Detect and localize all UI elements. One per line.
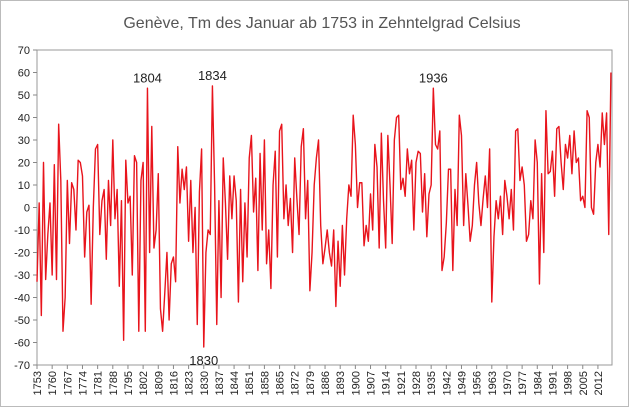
x-tick-label: 1970 bbox=[502, 371, 514, 395]
x-tick-label: 1851 bbox=[244, 371, 256, 395]
series-line bbox=[36, 72, 612, 348]
x-tick-label: 1788 bbox=[108, 371, 120, 395]
y-tick-label: -30 bbox=[14, 270, 30, 282]
x-tick-label: 1823 bbox=[184, 371, 196, 395]
x-tick-label: 1809 bbox=[153, 371, 165, 395]
x-tick-label: 1753 bbox=[32, 371, 44, 395]
x-tick-label: 1914 bbox=[381, 371, 393, 395]
x-tick-label: 1956 bbox=[472, 371, 484, 395]
x-tick-label: 1781 bbox=[93, 371, 105, 395]
y-tick-label: 10 bbox=[18, 180, 30, 192]
x-tick-label: 1949 bbox=[456, 371, 468, 395]
x-tick-label: 1935 bbox=[426, 371, 438, 395]
y-tick-label: 60 bbox=[18, 68, 30, 80]
annotation: 1936 bbox=[419, 70, 448, 85]
x-tick-label: 1963 bbox=[487, 371, 499, 395]
annotation: 1804 bbox=[133, 70, 162, 85]
y-tick-label: -50 bbox=[14, 315, 30, 327]
x-tick-label: 1900 bbox=[350, 371, 362, 395]
x-tick-label: 1872 bbox=[290, 371, 302, 395]
y-tick-label: 50 bbox=[18, 90, 30, 102]
chart-title: Genève, Tm des Januar ab 1753 in Zehntel… bbox=[123, 15, 520, 32]
y-tick-label: 20 bbox=[18, 158, 30, 170]
x-tick-label: 1844 bbox=[229, 371, 241, 395]
x-tick-label: 1795 bbox=[123, 371, 135, 395]
x-tick-label: 1865 bbox=[275, 371, 287, 395]
x-tick-label: 1977 bbox=[517, 371, 529, 395]
annotation: 1834 bbox=[198, 68, 227, 83]
y-tick-label: -40 bbox=[14, 293, 30, 305]
x-tick-label: 1767 bbox=[62, 371, 74, 395]
x-tick-label: 1879 bbox=[305, 371, 317, 395]
x-tick-label: 1774 bbox=[77, 371, 89, 395]
x-tick-label: 1893 bbox=[335, 371, 347, 395]
x-tick-label: 1907 bbox=[366, 371, 378, 395]
y-tick-label: -10 bbox=[14, 225, 30, 237]
x-tick-label: 2012 bbox=[593, 371, 605, 395]
y-tick-label: -20 bbox=[14, 248, 30, 260]
x-tick-label: 1991 bbox=[547, 371, 559, 395]
x-tick-label: 1886 bbox=[320, 371, 332, 395]
x-tick-label: 2005 bbox=[578, 371, 590, 395]
x-tick-label: 1921 bbox=[396, 371, 408, 395]
y-tick-label: 70 bbox=[18, 45, 30, 57]
x-tick-label: 1984 bbox=[532, 371, 544, 395]
y-tick-label: 30 bbox=[18, 135, 30, 147]
x-tick-label: 1858 bbox=[259, 371, 271, 395]
x-tick-label: 1928 bbox=[411, 371, 423, 395]
x-tick-label: 1816 bbox=[168, 371, 180, 395]
x-tick-label: 1760 bbox=[47, 371, 59, 395]
x-tick-label: 1942 bbox=[441, 371, 453, 395]
y-tick-label: -60 bbox=[14, 338, 30, 350]
x-tick-label: 1830 bbox=[199, 371, 211, 395]
y-tick-label: -70 bbox=[14, 360, 30, 372]
x-tick-label: 1837 bbox=[214, 371, 226, 395]
y-tick-label: 0 bbox=[24, 203, 30, 215]
x-tick-label: 1802 bbox=[138, 371, 150, 395]
y-tick-label: 40 bbox=[18, 113, 30, 125]
annotation: 1830 bbox=[189, 353, 218, 368]
x-tick-label: 1998 bbox=[563, 371, 575, 395]
